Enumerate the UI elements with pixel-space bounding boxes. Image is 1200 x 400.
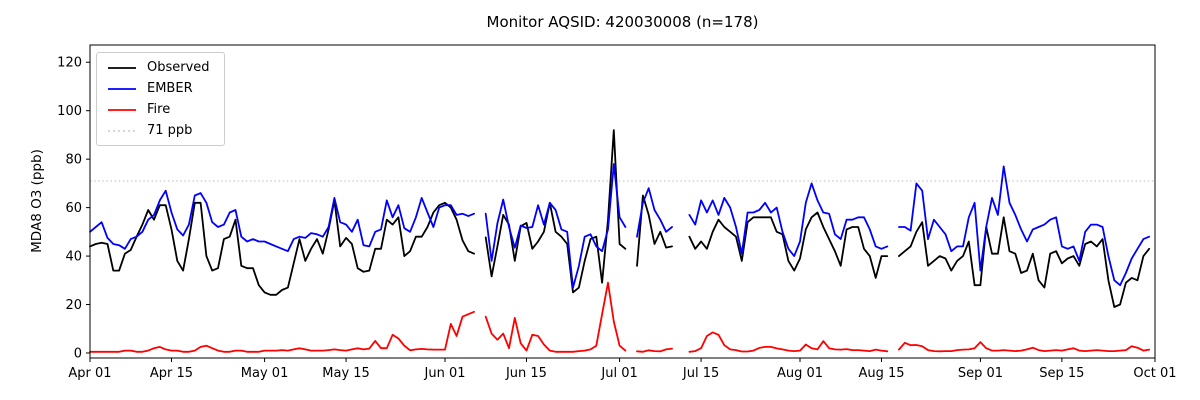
legend-item-threshold: 71 ppb [107,123,210,138]
x-tick-label: Sep 15 [1039,366,1084,381]
x-tick-label: Oct 01 [1133,366,1176,381]
legend-label-observed: Observed [147,60,210,75]
plot-frame [89,44,1156,359]
x-tick-label: Apr 01 [68,366,111,381]
legend: Observed EMBER Fire 71 ppb [96,52,225,146]
legend-line-ember-icon [108,87,136,90]
x-tick-label: Aug 01 [777,366,823,381]
chart-title: Monitor AQSID: 420030008 (n=178) [486,13,759,31]
x-tick-label: May 15 [322,366,370,381]
y-tick-label: 80 [65,153,82,168]
x-tick-label: Jul 15 [682,366,719,381]
legend-line-observed-icon [108,66,136,69]
legend-label-fire: Fire [147,102,171,117]
x-tick-label: Apr 15 [150,366,193,381]
legend-item-observed: Observed [107,60,210,75]
x-tick-label: May 01 [241,366,289,381]
x-tick-label: Jun 01 [424,366,466,381]
x-tick-label: Jul 01 [600,366,637,381]
series-line-observed [89,129,1151,308]
y-tick-label: 20 [65,298,82,313]
series-line-ember [89,163,1151,289]
y-tick-label: 40 [65,250,82,265]
series-line-fire [89,281,1151,353]
legend-item-fire: Fire [107,102,210,117]
legend-item-ember: EMBER [107,81,210,96]
legend-line-threshold-icon [108,129,136,132]
x-tick-label: Jun 15 [505,366,547,381]
y-tick-label: 100 [57,104,82,119]
y-tick-label: 120 [57,56,82,71]
x-tick-label: Sep 01 [958,366,1003,381]
y-tick-label: 0 [74,347,82,362]
x-tick-label: Aug 15 [858,366,904,381]
legend-label-ember: EMBER [147,81,193,96]
legend-line-fire-icon [108,108,136,111]
legend-label-threshold: 71 ppb [147,123,193,138]
y-tick-label: 60 [65,201,82,216]
